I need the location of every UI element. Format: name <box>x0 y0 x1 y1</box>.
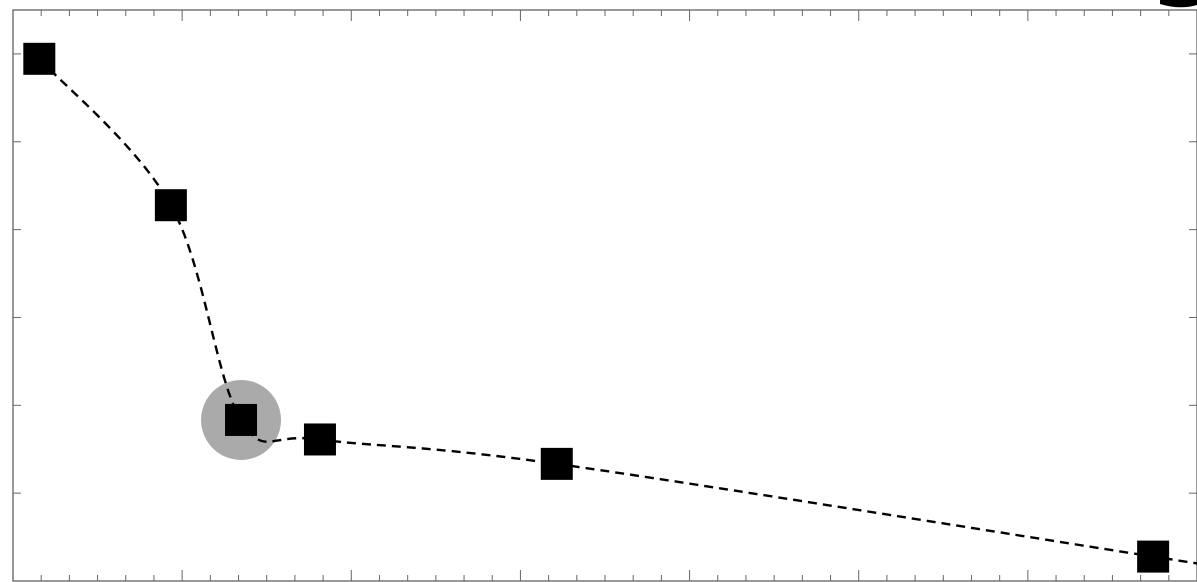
data-point-6 <box>1137 540 1170 573</box>
corner-glyph-fragment <box>1160 0 1197 8</box>
plot-border <box>12 9 1197 582</box>
series-line <box>38 58 1197 565</box>
axis-ticks <box>13 10 1197 581</box>
data-point-4 <box>303 423 336 456</box>
data-point-2 <box>154 189 187 222</box>
plot-frame <box>12 9 1197 582</box>
corner-glyph-layer <box>1160 0 1197 8</box>
series-layer <box>38 58 1197 565</box>
data-point-5 <box>540 447 573 480</box>
data-point-3 <box>225 403 258 436</box>
markers-layer <box>23 42 1170 573</box>
data-point-1 <box>23 42 56 75</box>
